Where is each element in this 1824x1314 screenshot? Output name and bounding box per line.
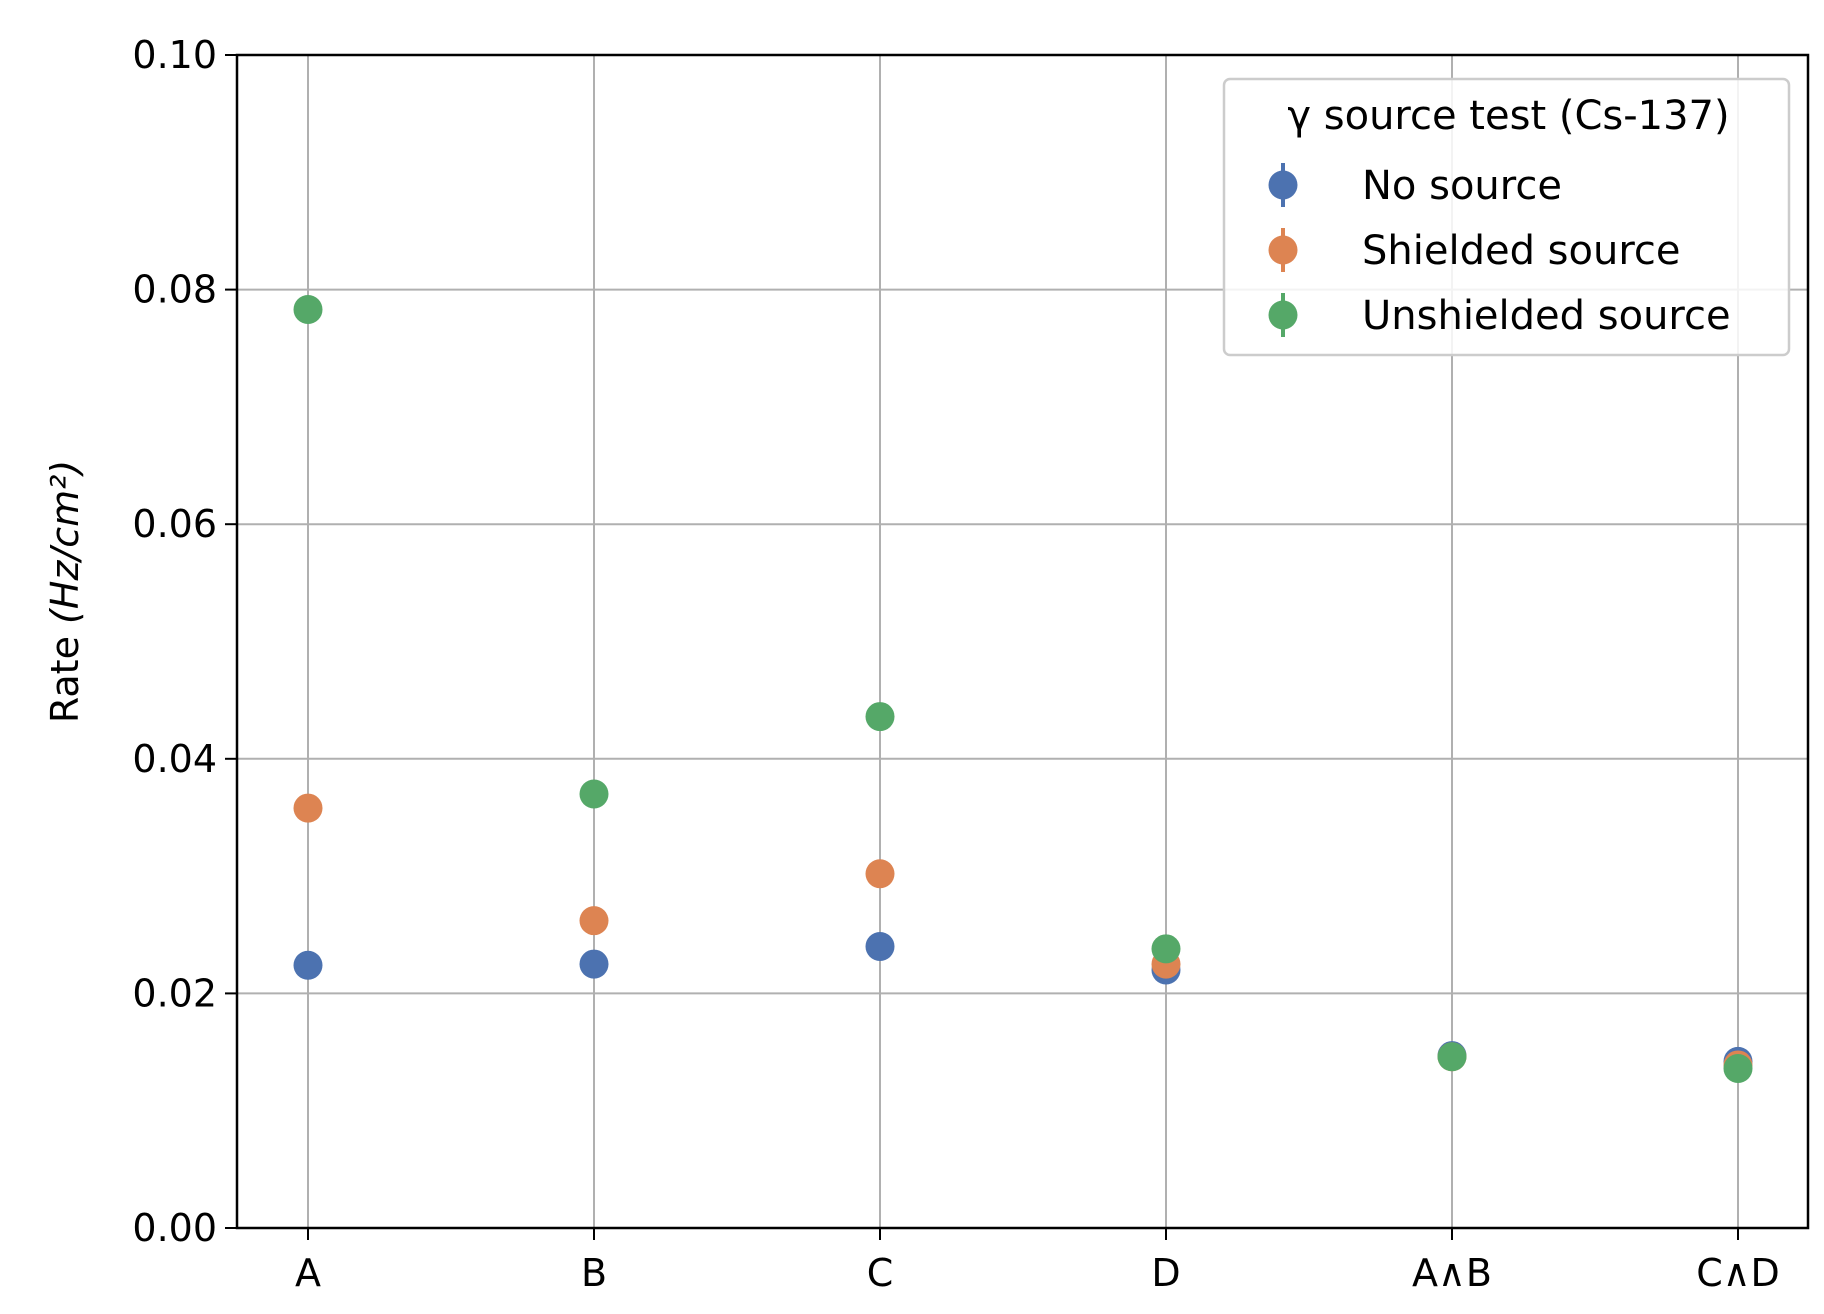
data-point bbox=[579, 949, 609, 979]
data-point bbox=[1151, 934, 1181, 964]
legend-label: Unshielded source bbox=[1362, 293, 1731, 339]
legend-marker bbox=[1268, 170, 1298, 200]
data-point bbox=[293, 950, 323, 980]
data-point bbox=[1437, 1042, 1467, 1072]
y-tick-label: 0.06 bbox=[132, 502, 217, 546]
legend-entries: No source Shielded source Unshielded sourc… bbox=[1268, 163, 1731, 339]
data-point bbox=[865, 859, 895, 889]
legend-label: Shielded source bbox=[1362, 228, 1681, 274]
plot-frame bbox=[235, 53, 1810, 1230]
y-axis: 0.00 0.02 0.04 0.06 0.08 0.10 bbox=[132, 33, 237, 1250]
x-tick-label: D bbox=[1151, 1251, 1180, 1295]
x-tick-label: C∧D bbox=[1696, 1251, 1780, 1295]
legend: γ source test (Cs-137) No source Shielded… bbox=[1222, 77, 1791, 357]
legend-title: γ source test (Cs-137) bbox=[1287, 93, 1729, 139]
y-axis-label-unit: (Hz/cm²) bbox=[43, 460, 87, 624]
legend-label: No source bbox=[1362, 163, 1562, 209]
legend-box bbox=[1222, 77, 1791, 357]
x-axis: A B C D A∧B C∧D bbox=[295, 1228, 1780, 1295]
y-axis-label: Rate (Hz/cm²) bbox=[43, 460, 87, 723]
data-point bbox=[579, 779, 609, 809]
data-point bbox=[293, 295, 323, 325]
y-tick-label: 0.02 bbox=[132, 971, 217, 1015]
data-points bbox=[293, 295, 1753, 1083]
data-point bbox=[865, 702, 895, 732]
x-tick-label: B bbox=[581, 1251, 607, 1295]
x-tick-label: A bbox=[295, 1251, 321, 1295]
legend-marker bbox=[1268, 235, 1298, 265]
data-point bbox=[865, 931, 895, 961]
x-tick-label: C bbox=[867, 1251, 894, 1295]
y-tick-label: 0.00 bbox=[132, 1206, 217, 1250]
y-axis-label-text: Rate bbox=[43, 636, 87, 723]
y-tick-label: 0.04 bbox=[132, 737, 217, 781]
y-tick-label: 0.08 bbox=[132, 268, 217, 312]
data-point bbox=[579, 906, 609, 936]
data-point bbox=[1723, 1053, 1753, 1083]
y-tick-label: 0.10 bbox=[132, 33, 217, 77]
legend-marker bbox=[1268, 300, 1298, 330]
data-point bbox=[293, 793, 323, 823]
x-tick-label: A∧B bbox=[1412, 1251, 1492, 1295]
